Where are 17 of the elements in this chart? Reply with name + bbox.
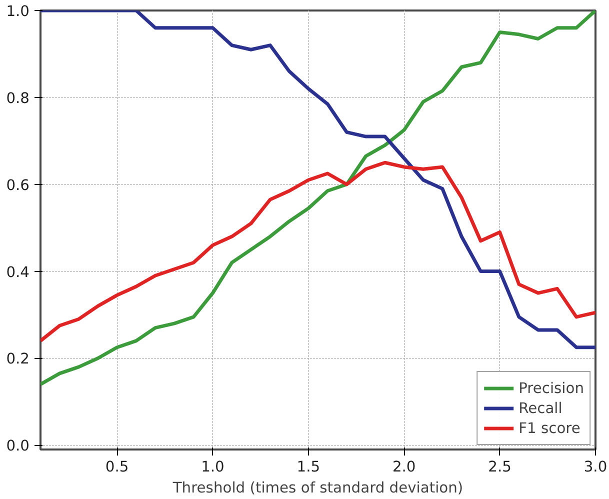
y-tick-label: 1.0: [6, 3, 30, 20]
x-tick-label: 1.0: [201, 458, 224, 476]
x-axis-title: Threshold (times of standard deviation): [172, 480, 464, 496]
x-tick-label: 2.5: [488, 458, 512, 476]
line-series: [40, 160, 596, 343]
legend-label: Recall: [518, 400, 562, 416]
legend-label: Precision: [518, 380, 584, 396]
x-tick-label: 1.5: [296, 458, 320, 476]
y-tick-label: 0.4: [6, 264, 30, 281]
x-tick-label: 2.0: [392, 458, 416, 476]
y-tick-label: 0.6: [6, 176, 30, 194]
legend-label: F1 score: [518, 420, 580, 436]
x-tick-label: 3.0: [584, 458, 608, 476]
y-tick-label: 0.0: [6, 438, 30, 455]
y-tick-label: 0.8: [6, 90, 30, 107]
x-tick-label: 0.5: [105, 458, 129, 476]
y-tick-label: 0.2: [6, 350, 30, 368]
